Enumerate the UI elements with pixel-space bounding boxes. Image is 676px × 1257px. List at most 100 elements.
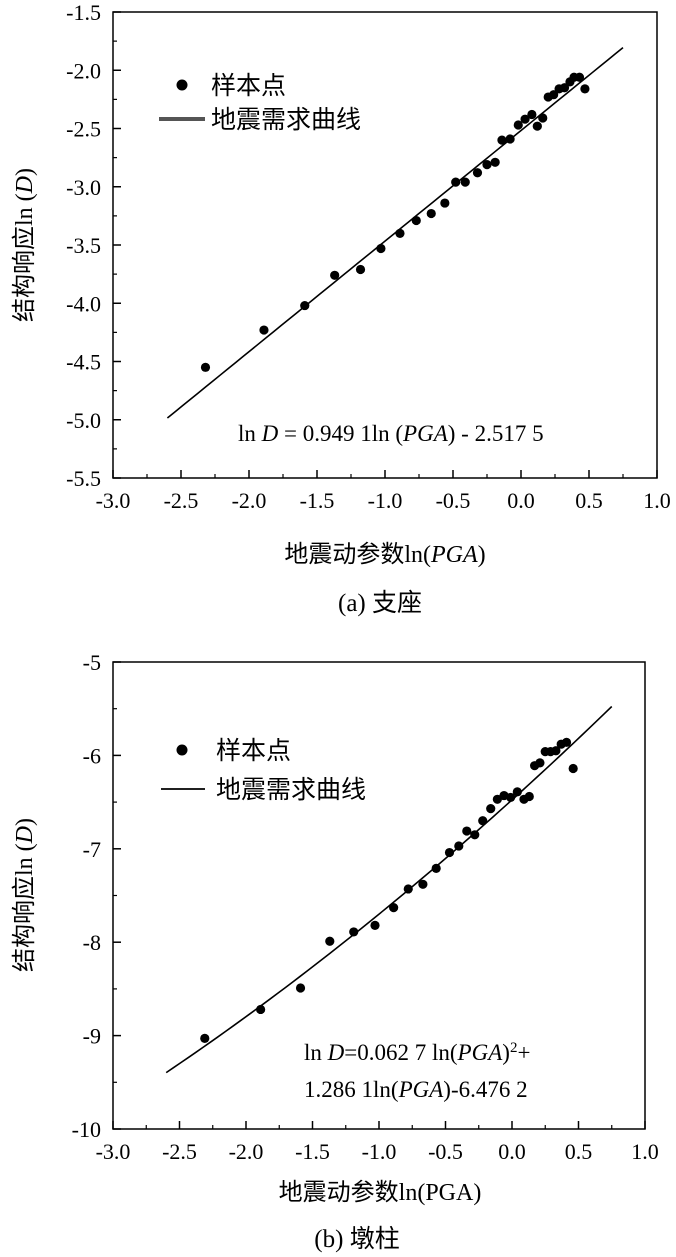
sample-point bbox=[460, 177, 470, 187]
sample-point bbox=[512, 787, 522, 797]
x-tick-label: -1.0 bbox=[362, 1139, 397, 1164]
sample-point bbox=[389, 903, 399, 913]
fit-curve-layer bbox=[166, 46, 624, 419]
sample-point bbox=[330, 270, 340, 280]
y-tick-label: -5.5 bbox=[66, 466, 101, 491]
sample-point bbox=[505, 134, 515, 144]
panel-caption: (b) 墩柱 bbox=[314, 1225, 399, 1253]
sample-point bbox=[200, 362, 211, 372]
y-tick-label: -9 bbox=[83, 1024, 101, 1049]
sample-point bbox=[431, 863, 441, 874]
y-axis-title: 结构响应ln (D) bbox=[11, 818, 38, 972]
sample-points-layer bbox=[200, 737, 578, 1043]
sample-point bbox=[325, 936, 335, 946]
x-tick-label: -2.0 bbox=[229, 1139, 264, 1164]
x-tick-label: 1.0 bbox=[631, 1139, 659, 1164]
x-tick-label: 0.5 bbox=[565, 1139, 593, 1164]
sample-point bbox=[497, 135, 507, 145]
sample-point bbox=[559, 83, 570, 93]
sample-point bbox=[535, 758, 545, 768]
sample-point bbox=[200, 1033, 210, 1043]
y-axis-title: 结构响应ln (D) bbox=[11, 168, 38, 322]
sample-point bbox=[513, 120, 523, 130]
sample-point bbox=[444, 847, 455, 858]
x-tick-label: 0.0 bbox=[498, 1139, 526, 1164]
legend-label-sample: 样本点 bbox=[211, 72, 286, 100]
sample-point bbox=[538, 113, 548, 123]
panel-b-pier: -3.0 -2.5 -2.0 -1.5 -1.0 -0.5 0.0 0.5 1.0 -5 -6 -7… bbox=[11, 650, 659, 1253]
sample-point bbox=[524, 791, 534, 802]
sample-point bbox=[426, 208, 436, 219]
y-tick-label: -10 bbox=[72, 1117, 101, 1142]
demand-curve bbox=[166, 46, 624, 419]
sample-point bbox=[470, 830, 480, 840]
y-tick-label: -5.0 bbox=[66, 408, 101, 433]
y-tick-label: -2.0 bbox=[66, 58, 101, 83]
x-tick-label: -3.0 bbox=[96, 1139, 131, 1164]
y-tick-label: -4.5 bbox=[66, 350, 101, 375]
x-tick-label: -0.5 bbox=[436, 488, 471, 513]
sample-point bbox=[440, 198, 450, 208]
fit-equation-line-1: ln D=0.062 7 ln(PGA)2+ bbox=[304, 1040, 530, 1065]
y-tick-label: -6 bbox=[83, 743, 101, 768]
sample-point bbox=[349, 927, 359, 937]
sample-point bbox=[532, 121, 542, 131]
sample-point bbox=[295, 983, 306, 993]
x-tick-labels: -3.0 -2.5 -2.0 -1.5 -1.0 -0.5 0.0 0.5 1.0 bbox=[96, 488, 671, 513]
sample-points-layer bbox=[200, 72, 590, 372]
x-tick-label: -1.5 bbox=[295, 1139, 330, 1164]
x-tick-label: -1.0 bbox=[368, 488, 403, 513]
plot-frame bbox=[112, 11, 658, 479]
panel-a-bearing: -3.0 -2.5 -2.0 -1.5 -1.0 -0.5 0.0 0.5 1.0 -1.5 -2… bbox=[11, 0, 671, 617]
demand-curve bbox=[165, 705, 613, 1074]
x-tick-labels: -3.0 -2.5 -2.0 -1.5 -1.0 -0.5 0.0 0.5 1.0 bbox=[96, 1139, 659, 1164]
y-tick-label: -2.5 bbox=[66, 117, 101, 142]
sample-point bbox=[472, 168, 483, 178]
y-tick-labels: -5 -6 -7 -8 -9 -10 bbox=[72, 650, 101, 1142]
x-tick-label: -0.5 bbox=[428, 1139, 463, 1164]
legend-label-sample: 样本点 bbox=[216, 737, 291, 765]
sample-point bbox=[561, 737, 572, 747]
sample-point bbox=[418, 879, 428, 889]
sample-point bbox=[478, 816, 488, 826]
sample-point bbox=[490, 157, 500, 167]
sample-point bbox=[451, 177, 461, 187]
sample-point bbox=[370, 920, 380, 930]
x-tick-label: -2.0 bbox=[232, 488, 267, 513]
legend: 样本点 地震需求曲线 bbox=[159, 72, 361, 134]
sample-point bbox=[376, 243, 386, 254]
sample-point bbox=[574, 72, 585, 82]
y-tick-label: -8 bbox=[83, 930, 101, 955]
fit-equation: ln D = 0.949 1ln (PGA) - 2.517 5 bbox=[238, 421, 544, 446]
x-tick-label: -2.5 bbox=[164, 488, 199, 513]
legend: 样本点 地震需求曲线 bbox=[161, 737, 366, 804]
y-tick-label: -5 bbox=[83, 650, 101, 675]
sample-point bbox=[506, 792, 516, 803]
sample-point bbox=[259, 325, 269, 335]
sample-point bbox=[355, 264, 366, 275]
tick-marks bbox=[112, 661, 646, 1130]
sample-point bbox=[549, 90, 559, 100]
sample-point bbox=[551, 746, 561, 756]
legend-marker-sample bbox=[176, 79, 188, 91]
sample-point bbox=[520, 114, 530, 124]
sample-point bbox=[580, 84, 590, 94]
sample-point bbox=[568, 763, 578, 774]
y-tick-label: -1.5 bbox=[66, 0, 101, 25]
legend-label-curve: 地震需求曲线 bbox=[216, 776, 366, 804]
fit-curve-layer bbox=[165, 705, 613, 1074]
y-tick-label: -4.0 bbox=[66, 291, 101, 316]
panel-caption: (a) 支座 bbox=[338, 589, 422, 617]
sample-point bbox=[395, 228, 405, 238]
sample-point bbox=[527, 109, 537, 120]
x-axis-title: 地震动参数ln(PGA) bbox=[284, 541, 485, 568]
sample-point bbox=[486, 804, 496, 814]
x-tick-label: -2.5 bbox=[162, 1139, 197, 1164]
sample-point bbox=[411, 215, 421, 226]
x-axis-title: 地震动参数ln(PGA) bbox=[279, 1179, 482, 1206]
x-tick-label: -3.0 bbox=[96, 488, 131, 513]
sample-point bbox=[462, 826, 472, 836]
x-tick-label: 0.5 bbox=[575, 488, 603, 513]
x-tick-label: 0.0 bbox=[507, 488, 535, 513]
